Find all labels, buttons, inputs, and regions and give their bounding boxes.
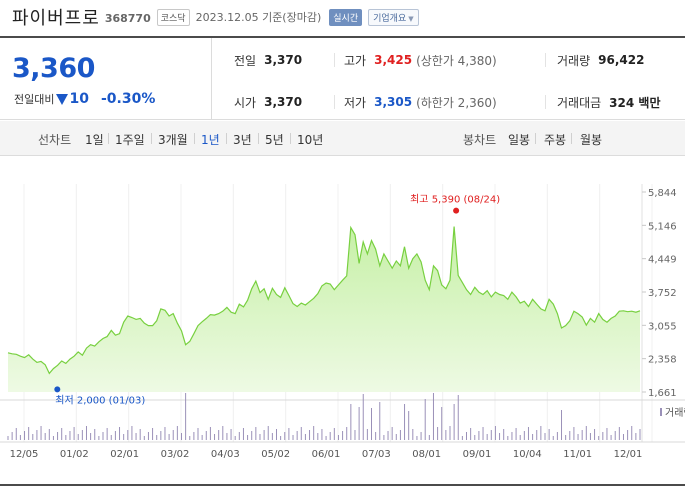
low-cell: 저가 3,305 (하한가 2,360)	[344, 92, 497, 112]
amount-value: 324 백만	[609, 95, 661, 110]
company-overview-button[interactable]: 기업개요 ▼	[368, 8, 419, 26]
high-label: 고가	[344, 53, 367, 68]
separator	[290, 133, 291, 144]
as-of-date: 2023.12.05 기준(장마감)	[195, 11, 322, 24]
period-3m[interactable]: 3개월	[158, 133, 188, 147]
divider	[334, 95, 335, 109]
separator	[535, 133, 536, 144]
period-5y[interactable]: 5년	[265, 133, 284, 147]
low-label: 저가	[344, 95, 367, 110]
y-tick-label: 3,055	[648, 321, 677, 332]
stock-name: 파이버프로	[12, 8, 100, 29]
volume-value: 96,422	[598, 53, 645, 67]
volume-cell: 거래량 96,422	[557, 50, 644, 70]
volume-label: 거래량	[557, 53, 591, 68]
amount-cell: 거래대금 324 백만	[557, 92, 660, 112]
upper-limit: (상한가 4,380)	[416, 53, 497, 68]
candle-monthly[interactable]: 월봉	[580, 133, 603, 147]
period-1d[interactable]: 1일	[85, 133, 104, 147]
y-tick-label: 5,844	[648, 188, 677, 199]
bottom-rule	[0, 484, 685, 486]
prev-close-value: 3,370	[264, 53, 303, 67]
period-3y[interactable]: 3년	[233, 133, 252, 147]
separator	[108, 133, 109, 144]
x-tick-label: 06/01	[312, 449, 341, 460]
change-value: 10	[69, 91, 89, 107]
period-1y[interactable]: 1년	[201, 133, 220, 147]
y-tick-label: 4,449	[648, 255, 677, 266]
current-price: 3,360	[12, 53, 95, 84]
stock-code: 368770	[104, 12, 151, 25]
divider	[545, 53, 546, 67]
y-tick-label: 1,661	[648, 388, 677, 399]
open-value: 3,370	[264, 95, 303, 109]
lower-limit: (하한가 2,360)	[416, 95, 497, 110]
price-chart[interactable]: 5,844 5,146 4,449 3,752 3,055 2,358 1,661 최고 5…	[0, 180, 685, 486]
change-label: 전일대비	[14, 93, 55, 106]
chevron-down-icon: ▼	[408, 14, 414, 23]
change-percent: -0.30%	[100, 91, 156, 107]
y-tick-label: 5,146	[648, 221, 677, 232]
x-tick-label: 02/01	[110, 449, 139, 460]
candle-chart-label: 봉차트	[463, 133, 497, 147]
x-tick-label: 01/02	[60, 449, 89, 460]
period-toolbar: 선차트 1일 1주일 3개월 1년 3년 5년 10년 봉차트 일봉 주봉 월봉	[0, 121, 685, 156]
low-marker	[54, 386, 61, 393]
divider	[545, 95, 546, 109]
x-tick-label: 12/01	[614, 449, 643, 460]
high-cell: 고가 3,425 (상한가 4,380)	[344, 50, 497, 70]
volume-label: 거래량	[665, 407, 685, 419]
separator	[226, 133, 227, 144]
x-tick-label: 05/02	[261, 449, 290, 460]
y-tick-label: 3,752	[648, 288, 677, 299]
down-arrow-icon	[56, 93, 69, 105]
y-tick-label: 2,358	[648, 355, 677, 366]
company-overview-label: 기업개요	[373, 13, 407, 24]
open-cell: 시가 3,370	[234, 92, 302, 112]
period-1w[interactable]: 1주일	[115, 133, 145, 147]
x-tick-label: 08/01	[412, 449, 441, 460]
prev-close-cell: 전일 3,370	[234, 50, 302, 70]
high-value: 3,425	[374, 53, 413, 67]
market-badge: 코스닥	[156, 8, 190, 26]
current-price-box: 3,360 전일대비 10 -0.30%	[0, 38, 212, 120]
candle-weekly[interactable]: 주봉	[544, 133, 567, 147]
open-label: 시가	[234, 95, 257, 110]
low-value: 3,305	[374, 95, 413, 109]
candle-daily[interactable]: 일봉	[508, 133, 531, 147]
stock-header: 파이버프로 368770 코스닥 2023.12.05 기준(장마감) 실시간 …	[0, 0, 685, 34]
change-row: 전일대비 10 -0.30%	[14, 91, 155, 107]
x-tick-label: 03/02	[161, 449, 190, 460]
price-panel: 3,360 전일대비 10 -0.30% 전일 3,370 고가 3,425 (…	[0, 36, 685, 120]
price-line	[7, 225, 641, 375]
x-tick-label: 11/01	[563, 449, 592, 460]
prev-close-label: 전일	[234, 53, 257, 68]
volume-legend-swatch	[660, 408, 662, 416]
x-tick-label: 12/05	[10, 449, 39, 460]
x-tick-label: 10/04	[513, 449, 542, 460]
x-tick-label: 04/03	[211, 449, 240, 460]
high-marker	[453, 207, 460, 214]
period-10y[interactable]: 10년	[297, 133, 324, 147]
high-annotation: 최고 5,390 (08/24)	[410, 194, 500, 206]
low-annotation: 최저 2,000 (01/03)	[55, 394, 145, 406]
separator	[571, 133, 572, 144]
x-tick-label: 07/03	[362, 449, 391, 460]
realtime-button[interactable]: 실시간	[329, 8, 363, 26]
line-chart-label: 선차트	[38, 133, 72, 147]
separator	[194, 133, 195, 144]
price-area	[8, 226, 640, 392]
amount-label: 거래대금	[557, 95, 602, 110]
x-tick-label: 09/01	[463, 449, 492, 460]
separator	[151, 133, 152, 144]
divider	[334, 53, 335, 67]
separator	[258, 133, 259, 144]
